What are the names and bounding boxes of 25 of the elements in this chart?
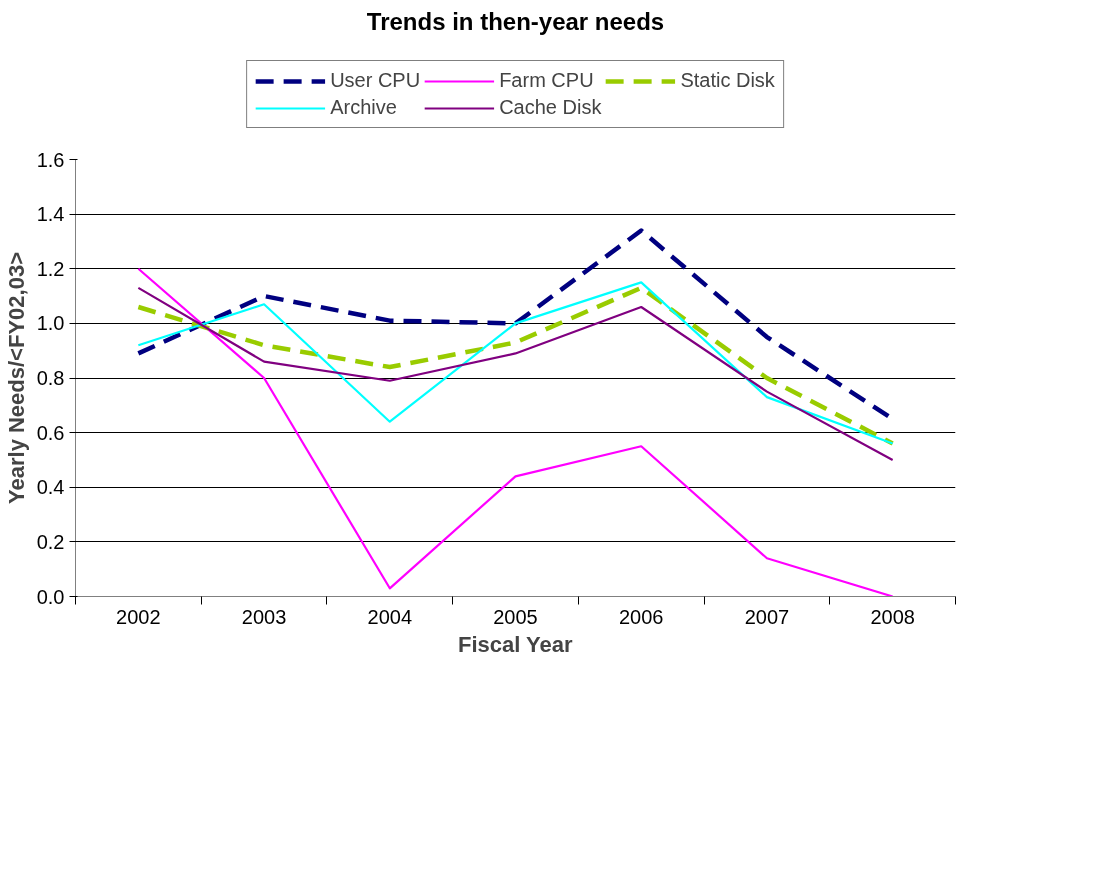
y-tick-label: 0.8 [36, 367, 65, 389]
y-axis-title: Yearly Needs/<FY02,03> [3, 252, 29, 504]
x-tick-label: 2004 [367, 605, 413, 628]
line-series [137, 267, 894, 597]
x-tick-label: 2008 [870, 605, 915, 628]
x-tick-label: 2007 [744, 605, 790, 628]
legend-label: Static Disk [680, 69, 775, 92]
y-tick-label: 1.4 [36, 203, 65, 226]
legend-label: Cache Disk [499, 96, 602, 119]
y-tick-label: 1.2 [36, 257, 65, 280]
y-tick-label: 0.0 [36, 585, 65, 608]
y-tick-label: 1.0 [36, 312, 65, 335]
x-axis-title: Fiscal Year [458, 631, 574, 657]
x-tick-label: 2006 [618, 605, 664, 628]
y-tick-label: 0.4 [36, 476, 65, 499]
x-tick-label: 2002 [116, 605, 161, 628]
x-tick-label: 2005 [493, 605, 538, 628]
x-tick-label: 2003 [241, 605, 287, 628]
legend-label: Farm CPU [499, 69, 594, 92]
y-tick-label: 1.6 [36, 148, 65, 171]
chart-title: Trends in then-year needs [366, 7, 665, 35]
y-tick-label: 0.2 [36, 530, 65, 553]
legend-label: Archive [330, 96, 397, 119]
legend-label: User CPU [330, 69, 421, 92]
y-tick-label: 0.6 [36, 421, 65, 444]
